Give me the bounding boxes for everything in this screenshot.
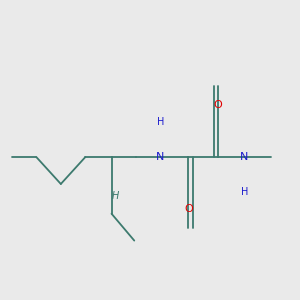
Text: N: N xyxy=(240,152,249,162)
Text: O: O xyxy=(214,100,223,110)
Text: H: H xyxy=(157,117,164,128)
Text: O: O xyxy=(184,204,193,214)
Text: H: H xyxy=(111,191,119,201)
Text: N: N xyxy=(156,152,165,162)
Text: H: H xyxy=(241,187,248,197)
